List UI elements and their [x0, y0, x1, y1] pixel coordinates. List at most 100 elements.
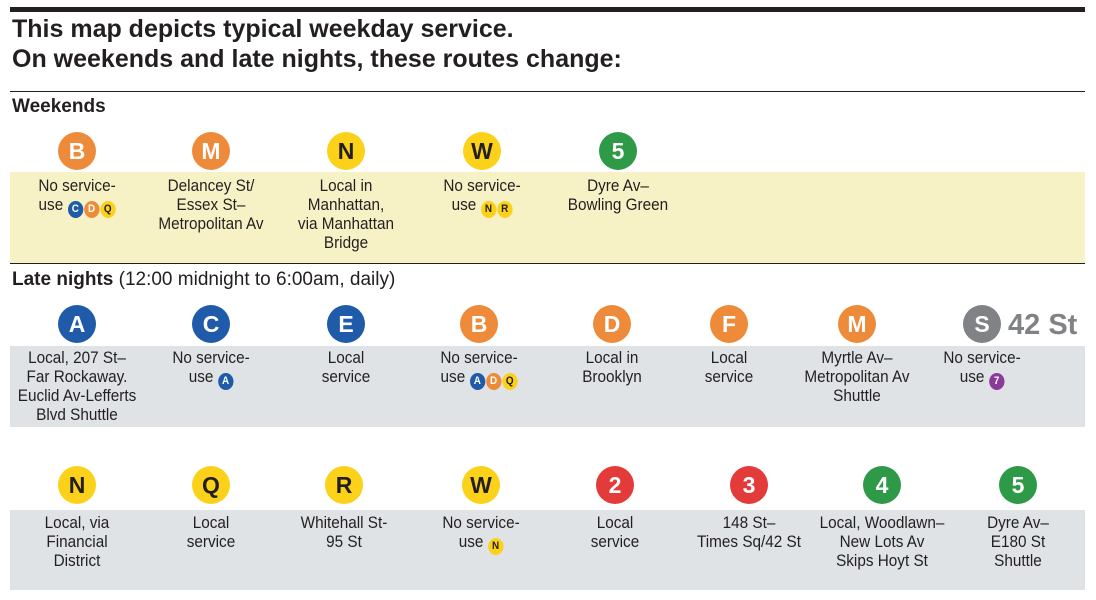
alt-route-bullet-n: N	[487, 538, 504, 555]
description-text: E180 St	[990, 532, 1046, 551]
route-description: Local service	[279, 348, 412, 386]
description-text: use	[188, 367, 214, 386]
route-bullet-n: N	[327, 132, 365, 170]
description-line: Skips Hoyt St	[815, 551, 948, 570]
description-text: Local, via	[44, 513, 110, 532]
description-line: Times Sq/42 St	[682, 532, 815, 551]
description-text: Local	[596, 513, 634, 532]
route-bullet-d: D	[593, 305, 631, 343]
title-line-1: This map depicts typical weekday service…	[12, 15, 514, 43]
route-bullet-3: 3	[730, 466, 768, 504]
alt-route-bullet-r: R	[497, 201, 513, 218]
route-bullet-2: 2	[596, 466, 634, 504]
description-text: District	[53, 551, 101, 570]
description-text: Shuttle	[994, 551, 1042, 570]
late-nights-title: Late nights	[12, 269, 114, 290]
description-text: use	[451, 195, 477, 214]
route-bullet-4: 4	[863, 466, 901, 504]
description-text: Bridge	[323, 233, 369, 252]
description-text: No service-	[38, 176, 116, 195]
description-line: service	[279, 367, 412, 386]
route-description: Dyre Av– Bowling Green	[551, 176, 684, 214]
route-description: Local service	[548, 513, 681, 551]
description-line: Euclid Av-Lefferts	[10, 386, 143, 405]
alt-route-bullet-d: D	[83, 201, 100, 218]
description-line: Blvd Shuttle	[10, 405, 143, 424]
description-line: Metropolitan Av	[144, 214, 277, 233]
description-text: 95 St	[326, 532, 362, 551]
late-nights-band-2	[10, 510, 1085, 590]
description-line: E180 St	[951, 532, 1084, 551]
description-line: Bridge	[279, 233, 412, 252]
description-text: Local	[710, 348, 748, 367]
description-line: Dyre Av–	[951, 513, 1084, 532]
top-rule	[10, 7, 1085, 12]
description-text: Metropolitan Av	[804, 367, 910, 386]
description-line: Delancey St/	[144, 176, 277, 195]
alt-route-bullet-d: D	[485, 373, 502, 390]
description-text: Local	[327, 348, 365, 367]
route-bullet-w: W	[463, 132, 501, 170]
route-bullet-m: M	[838, 305, 876, 343]
description-line: Shuttle	[790, 386, 923, 405]
description-text: Blvd Shuttle	[36, 405, 118, 424]
route-description: Whitehall St- 95 St	[277, 513, 410, 551]
route-description: Delancey St/Essex St– Metropolitan Av	[144, 176, 277, 233]
description-line: Local, Woodlawn–	[815, 513, 948, 532]
description-text: No service-	[440, 348, 518, 367]
route-description: Local in Manhattan, via Manhattan Bridge	[279, 176, 412, 252]
route-bullet-c: C	[192, 305, 230, 343]
late-nights-band-1	[10, 346, 1085, 427]
description-line: Local, via	[10, 513, 143, 532]
description-text: Euclid Av-Lefferts	[17, 386, 137, 405]
description-text: service	[186, 532, 236, 551]
description-line: Far Rockaway.	[10, 367, 143, 386]
description-text: Metropolitan Av	[158, 214, 264, 233]
route-description: Local, via Financial District	[10, 513, 143, 570]
description-line: Local in	[279, 176, 412, 195]
alt-route-bullet-7: 7	[988, 373, 1005, 390]
description-line: use N R	[415, 195, 548, 218]
route-bullet-q: Q	[192, 466, 230, 504]
description-line: 148 St–	[682, 513, 815, 532]
description-line: Brooklyn	[545, 367, 678, 386]
description-line: use C D Q	[10, 195, 143, 218]
title-line-2: On weekends and late nights, these route…	[12, 45, 622, 73]
description-text: 148 St–	[722, 513, 776, 532]
route-description: Local service	[662, 348, 795, 386]
late-nights-subtitle: (12:00 midnight to 6:00am, daily)	[118, 269, 396, 290]
route-description: No service-use 7	[915, 348, 1048, 390]
route-description: No service-use A D Q	[412, 348, 545, 390]
route-bullet-5: 5	[599, 132, 637, 170]
description-line: Financial	[10, 532, 143, 551]
description-text: Financial	[46, 532, 108, 551]
description-text: via Manhattan	[297, 214, 395, 233]
weekends-band	[10, 172, 1085, 264]
divider	[10, 91, 1085, 92]
route-description: Local service	[144, 513, 277, 551]
description-line: Local	[279, 348, 412, 367]
late-nights-heading: Late nights (12:00 midnight to 6:00am, d…	[12, 269, 395, 291]
description-line: District	[10, 551, 143, 570]
route-bullet-n: N	[58, 466, 96, 504]
route-description: No service-use N	[414, 513, 547, 555]
route-bullet-s: S	[963, 305, 1001, 343]
description-text: Brooklyn	[582, 367, 642, 386]
description-text: No service-	[443, 176, 521, 195]
page-title: This map depicts typical weekday service…	[12, 14, 622, 74]
description-text: Local, 207 St–	[28, 348, 126, 367]
description-line: Manhattan,	[279, 195, 412, 214]
route-description: 148 St– Times Sq/42 St	[682, 513, 815, 551]
weekends-heading: Weekends	[12, 96, 106, 117]
route-bullet-w: W	[462, 466, 500, 504]
alt-route-bullet-a: A	[217, 373, 234, 390]
description-text: use	[440, 367, 466, 386]
description-text: use	[458, 532, 484, 551]
description-line: Shuttle	[951, 551, 1084, 570]
description-line: 95 St	[277, 532, 410, 551]
route-description: Local in Brooklyn	[545, 348, 678, 386]
alt-route-bullet-q: Q	[100, 201, 116, 218]
description-text: service	[590, 532, 640, 551]
route-bullet-f: F	[710, 305, 748, 343]
description-text: use	[38, 195, 64, 214]
